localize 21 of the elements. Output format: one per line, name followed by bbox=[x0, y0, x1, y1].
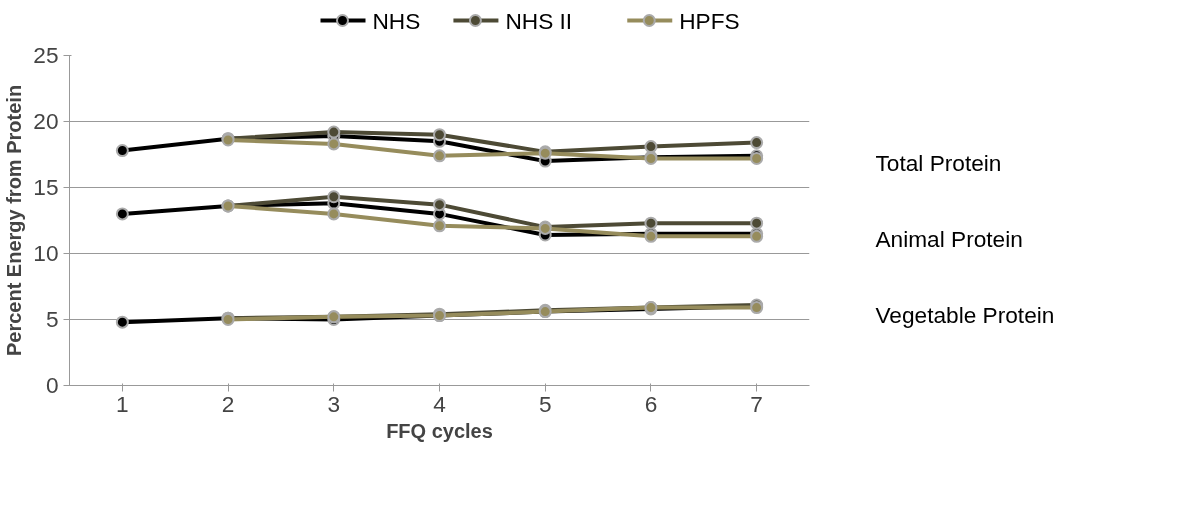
x-tick-label: 5 bbox=[538, 390, 552, 417]
x-tick-label: 7 bbox=[750, 390, 763, 417]
y-tick-label: 5 bbox=[45, 306, 59, 332]
x-axis-title: FFQ cycles bbox=[386, 419, 493, 442]
x-tick-label: 3 bbox=[327, 390, 341, 417]
x-tick-label: 6 bbox=[644, 390, 658, 417]
y-tick-label: 25 bbox=[33, 42, 59, 68]
legend-label: NHS II bbox=[505, 7, 573, 34]
x-tick-label: 2 bbox=[221, 390, 235, 417]
y-tick-label: 10 bbox=[33, 240, 59, 266]
legend-label: HPFS bbox=[679, 7, 740, 34]
text: Vegetable Protein bbox=[875, 301, 1055, 328]
y-axis-title: Percent Energy from Protein bbox=[3, 84, 26, 357]
text: Total Protein bbox=[875, 149, 1002, 176]
y-tick-label: 15 bbox=[33, 174, 59, 200]
y-tick-label: 0 bbox=[45, 372, 59, 398]
y-tick-label: 20 bbox=[33, 108, 59, 134]
x-tick-label: 4 bbox=[433, 390, 446, 417]
x-tick-label: 1 bbox=[116, 390, 129, 417]
legend-label: NHS bbox=[372, 7, 421, 34]
text: Animal Protein bbox=[875, 225, 1023, 252]
